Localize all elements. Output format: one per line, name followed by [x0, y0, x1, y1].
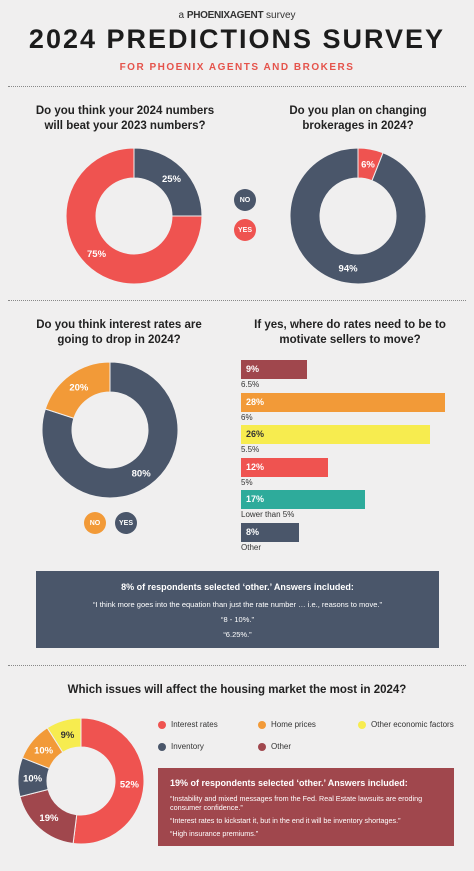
bar: 8% — [241, 522, 300, 542]
donut-chart-rates-drop: 80% 20% — [42, 362, 178, 498]
bar: 28% — [241, 392, 445, 412]
bar-category-label: 6.5% — [241, 380, 260, 389]
bar-value-label: 8% — [246, 526, 260, 537]
donut-slice-label: 6% — [361, 159, 375, 170]
bar-value-label: 12% — [246, 461, 265, 472]
question-rates-drop: Do you think interest rates are going to… — [36, 319, 202, 346]
bar-chart-rate-levels: 9% 6.5% 28% 6% 26% 5.5% 12% 5% 17% Lower than 5% 8… — [241, 360, 451, 555]
donut-slice-label: 75% — [87, 249, 107, 260]
donut-slice-interest-rates — [72, 718, 144, 844]
legend-item-other-economic: Other economic factors — [358, 720, 454, 729]
donut-slice-label: 9% — [61, 730, 75, 741]
bar-value-label: 26% — [246, 429, 265, 439]
divider — [8, 665, 466, 666]
legend-item-other: Other — [258, 742, 291, 751]
donut-slice-label: 80% — [132, 468, 152, 479]
other-issues-quote: “High insurance premiums.” — [170, 829, 259, 838]
donut-slice-label: 25% — [162, 174, 182, 185]
divider — [8, 86, 466, 87]
donut-chart-housing-issues: 52% 19% 10% 10% 9% — [18, 718, 144, 844]
other-rates-quote: “I think more goes into the equation tha… — [93, 600, 382, 609]
legend-dot — [158, 720, 166, 729]
bar: 26% — [241, 425, 431, 444]
bar-category-label: 5% — [241, 477, 253, 487]
bar: 9% — [241, 360, 307, 379]
donut-slice-label: 52% — [120, 780, 140, 791]
question-rate-levels: If yes, where do rates need to be to mot… — [254, 319, 446, 346]
legend-yes-badge: YES — [115, 512, 137, 534]
legend-no-badge: NO — [234, 189, 256, 211]
other-rates-box: 8% of respondents selected ‘other.’ Answ… — [36, 571, 439, 648]
bar: 12% — [241, 457, 329, 477]
bar-value-label: 17% — [246, 494, 265, 504]
brand-line: a PHOENIXAGENT survey — [0, 10, 474, 21]
divider — [8, 300, 466, 301]
donut-slice-other-economic-factors — [46, 718, 82, 753]
legend-dot — [258, 720, 266, 729]
other-rates-quote: “6.25%.” — [223, 630, 252, 639]
donut-slice-no — [44, 362, 111, 419]
legend-dot — [258, 742, 266, 751]
bar-value-label: 28% — [246, 396, 265, 407]
legend-yes-badge: YES — [234, 219, 256, 241]
issues-legend: Interest rates Home prices Other economi… — [158, 720, 468, 760]
donut-slice-label: 10% — [23, 773, 43, 784]
donut-slice-label: 10% — [34, 746, 54, 757]
question-housing-issues: Which issues will affect the housing mar… — [67, 684, 407, 696]
other-issues-heading: 19% of respondents selected ‘other.’ Ans… — [170, 778, 408, 788]
page-subtitle: FOR PHOENIX AGENTS AND BROKERS — [119, 62, 355, 73]
bar: 17% — [241, 490, 365, 509]
brand-prefix: a — [178, 10, 185, 21]
donut-slice-label: 20% — [69, 383, 89, 394]
bar-category-label: Other — [241, 542, 262, 552]
donut-chart-beat-numbers: 25% 75% — [66, 148, 202, 284]
legend-dot — [158, 742, 166, 751]
legend-dot — [358, 720, 366, 729]
bar-category-label: Lower than 5% — [241, 510, 295, 519]
legend-item-inventory: Inventory — [158, 742, 204, 751]
brand-logo: PHOENIXAGENT — [186, 10, 264, 21]
bar-category-label: 5.5% — [241, 445, 260, 454]
other-issues-box: 19% of respondents selected ‘other.’ Ans… — [158, 768, 454, 846]
page-title: 2024 PREDICTIONS SURVEY — [28, 24, 446, 54]
donut-slice-label: 94% — [339, 264, 359, 275]
bar-category-label: 6% — [241, 412, 253, 422]
donut-slice-no — [290, 148, 426, 284]
donut-slice-label: 19% — [39, 813, 59, 824]
bar-value-label: 9% — [246, 364, 260, 374]
question-beat-numbers: Do you think your 2024 numbers will beat… — [35, 105, 215, 132]
other-rates-heading: 8% of respondents selected ‘other.’ Answ… — [121, 582, 354, 592]
legend-no-badge: NO — [84, 512, 106, 534]
brand-suffix: survey — [266, 10, 296, 21]
question-change-brokerage: Do you plan on changing brokerages in 20… — [289, 105, 427, 132]
other-issues-quote: “Instability and mixed messages from the… — [170, 794, 423, 812]
other-rates-quote: “8 - 10%.” — [221, 615, 254, 624]
donut-chart-change-brokerage: 6% 94% — [290, 148, 426, 284]
legend-item-interest-rates: Interest rates — [158, 720, 218, 729]
legend-item-home-prices: Home prices — [258, 720, 316, 729]
donut-slice-yes — [66, 148, 202, 284]
other-issues-quote: “Interest rates to kickstart it, but in … — [170, 816, 401, 825]
donut-slice-yes — [42, 362, 178, 498]
